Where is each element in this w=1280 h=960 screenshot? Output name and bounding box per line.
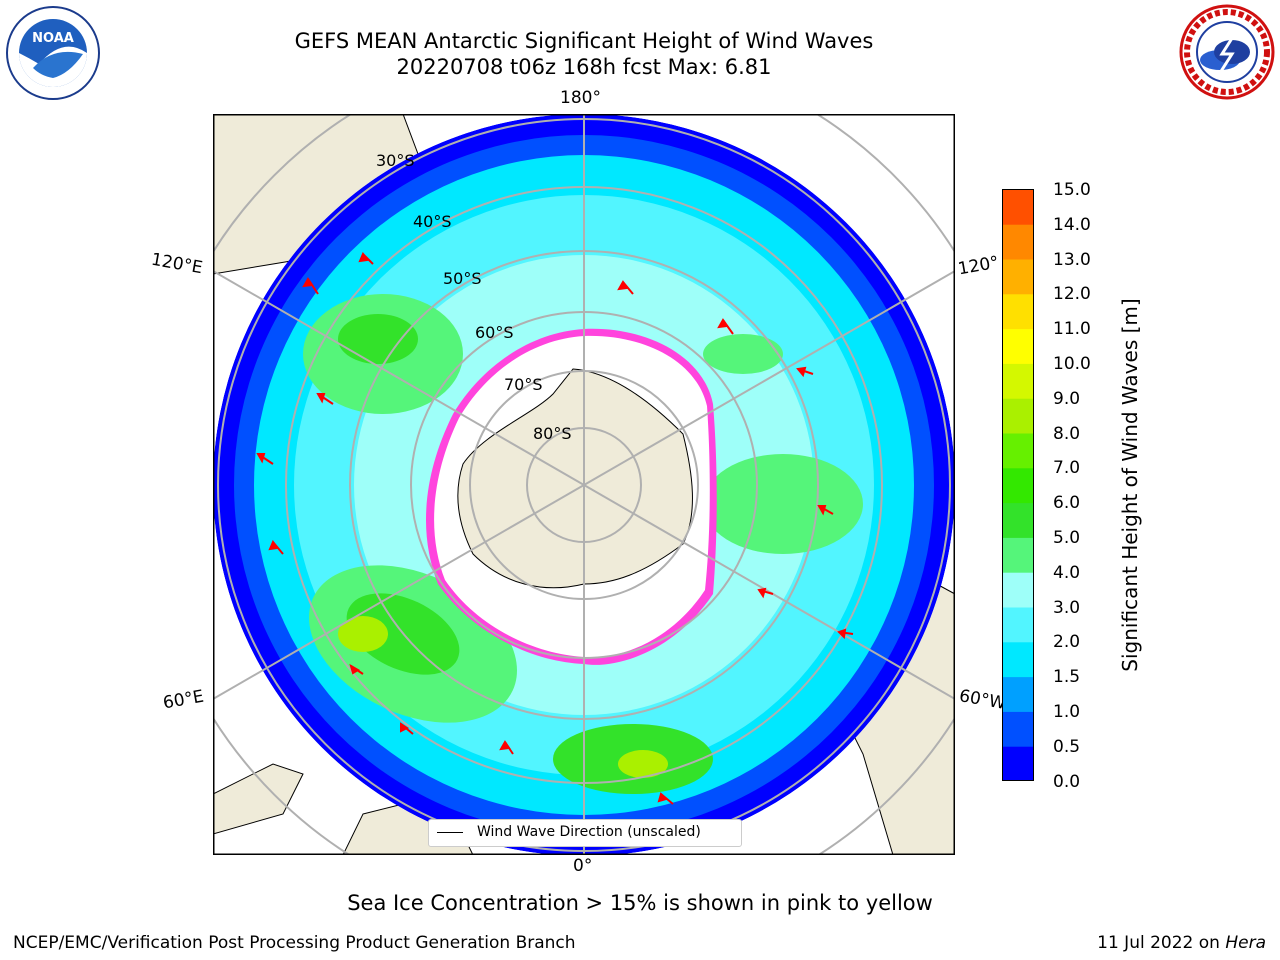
colorbar-label: Significant Height of Wind Waves [m]: [1118, 298, 1142, 672]
colorbar-band: [1002, 502, 1034, 538]
colorbar-tick-label: 8.0: [1053, 423, 1081, 444]
lon-label-120e: 120°E: [149, 249, 205, 279]
colorbar-band: [1002, 711, 1034, 747]
colorbar-band: [1002, 676, 1034, 712]
lon-label-120w: 120°: [956, 252, 1001, 280]
lon-label-180: 180°: [560, 88, 601, 108]
colorbar-tick-label: 12.0: [1053, 284, 1091, 305]
lat-label-30s: 30°S: [376, 151, 415, 170]
colorbar-tick-label: 9.0: [1053, 388, 1081, 409]
colorbar-tick-label: 0.5: [1053, 736, 1081, 757]
colorbar-tick-label: 3.0: [1053, 597, 1081, 618]
svg-text:NOAA: NOAA: [32, 31, 74, 46]
polar-map: [213, 114, 955, 855]
legend-label: Wind Wave Direction (unscaled): [477, 824, 701, 840]
colorbar-tick-label: 1.5: [1053, 667, 1081, 688]
colorbar-tick-label: 7.0: [1053, 458, 1081, 479]
colorbar-tick-label: 0.0: [1053, 771, 1081, 792]
lat-label-40s: 40°S: [413, 212, 452, 231]
nws-logo: [1179, 4, 1275, 100]
colorbar-band: [1002, 189, 1034, 225]
colorbar-tick-label: 10.0: [1053, 354, 1091, 374]
colorbar-band: [1002, 293, 1034, 330]
machine-name: Hera: [1225, 933, 1266, 953]
colorbar-band: [1002, 398, 1034, 434]
run-date: 11 Jul 2022 on Hera: [1097, 933, 1266, 953]
colorbar-tick-label: 14.0: [1053, 214, 1091, 235]
colorbar-tick-label: 15.0: [1053, 180, 1091, 200]
colorbar-band: [1002, 537, 1034, 573]
colorbar-band: [1002, 746, 1034, 781]
colorbar: [1002, 189, 1034, 781]
colorbar-tick-label: 13.0: [1053, 249, 1091, 270]
colorbar-band: [1002, 224, 1034, 260]
chart-title: GEFS MEAN Antarctic Significant Height o…: [294, 29, 874, 53]
lat-label-60s: 60°S: [475, 323, 514, 342]
colorbar-band: [1002, 641, 1034, 678]
colorbar-band: [1002, 467, 1034, 504]
colorbar-tick-label: 1.0: [1053, 702, 1081, 722]
lon-label-60w: 60°W: [957, 686, 1008, 714]
noaa-logo: NOAA: [6, 6, 100, 100]
chart-subtitle: 20220708 t06z 168h fcst Max: 6.81: [396, 55, 772, 79]
colorbar-band: [1002, 572, 1034, 608]
legend-line-swatch: [437, 832, 463, 833]
colorbar-band: [1002, 433, 1034, 469]
colorbar-band: [1002, 363, 1034, 399]
colorbar-band: [1002, 259, 1034, 295]
lat-label-80s: 80°S: [533, 424, 572, 443]
colorbar-band: [1002, 607, 1034, 643]
colorbar-tick-label: 4.0: [1053, 562, 1081, 583]
colorbar-band: [1002, 328, 1034, 364]
producer-credit: NCEP/EMC/Verification Post Processing Pr…: [13, 933, 576, 953]
legend: Wind Wave Direction (unscaled): [428, 819, 742, 847]
lat-label-70s: 70°S: [504, 375, 543, 394]
colorbar-tick-label: 5.0: [1053, 528, 1081, 548]
lat-label-50s: 50°S: [443, 269, 482, 288]
colorbar-tick-label: 11.0: [1053, 319, 1091, 340]
lon-label-60e: 60°E: [161, 686, 206, 714]
colorbar-tick-label: 6.0: [1053, 493, 1081, 514]
colorbar-tick-label: 2.0: [1053, 632, 1081, 653]
lon-label-0: 0°: [573, 856, 593, 876]
sea-ice-caption: Sea Ice Concentration > 15% is shown in …: [347, 891, 933, 915]
run-date-text: 11 Jul 2022 on: [1097, 933, 1226, 953]
